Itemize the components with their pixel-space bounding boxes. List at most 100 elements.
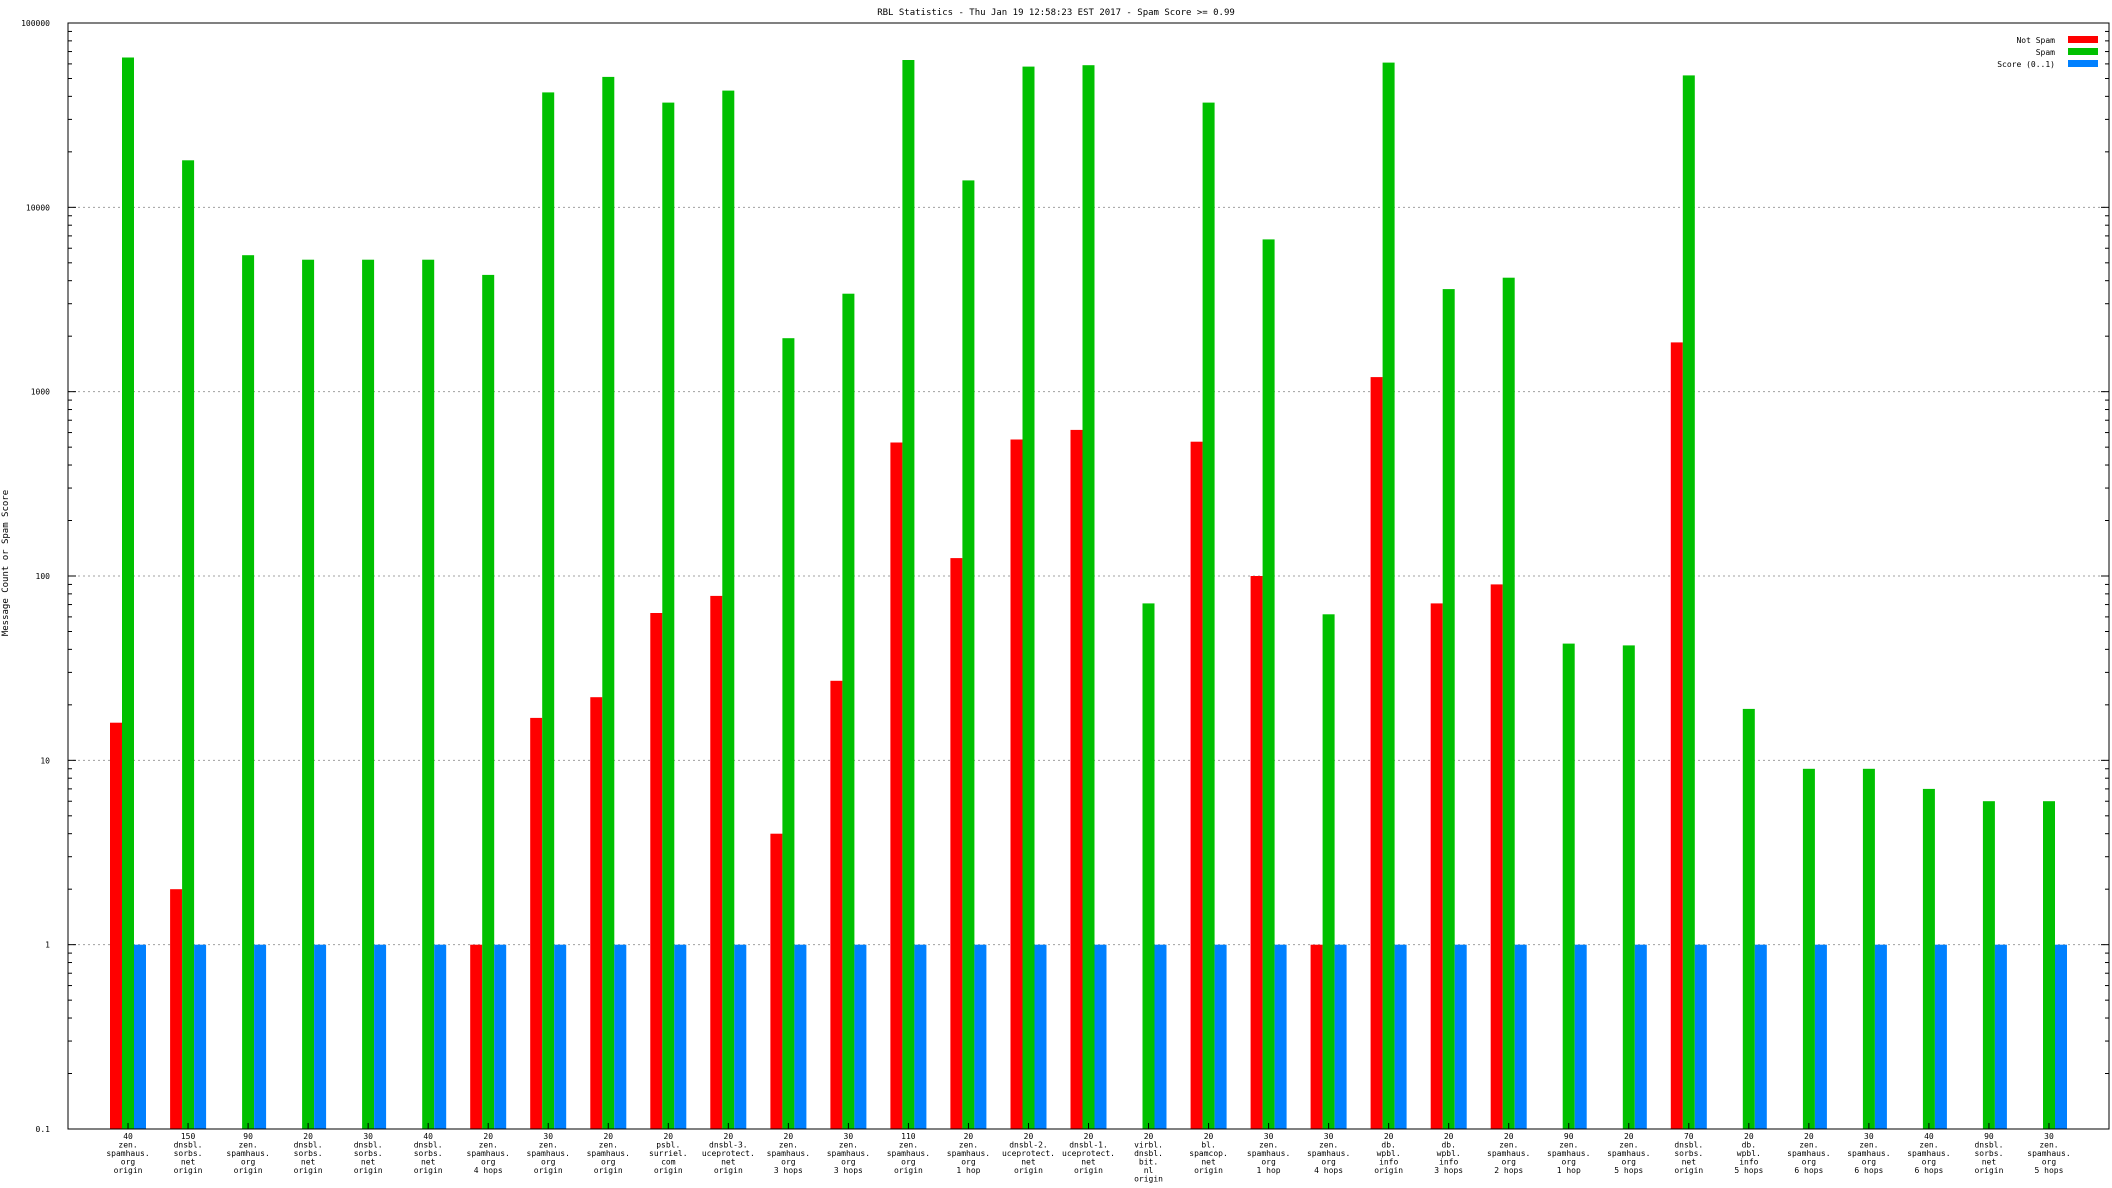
- bar-score-0-1: [734, 944, 747, 1129]
- bar-not-spam: [170, 889, 183, 1129]
- y-ticks: 0.1 1 10 100 1000 10000 100000: [21, 19, 2109, 1134]
- bar-spam: [1322, 614, 1335, 1129]
- x-tick-label: 20: [303, 1132, 313, 1141]
- x-tick-labels: 40zen.spamhaus.orgorigin150dnsbl.sorbs.n…: [106, 1132, 2070, 1184]
- x-tick-label: origin: [1134, 1175, 1163, 1184]
- legend-swatch: [2068, 60, 2098, 67]
- bar-spam: [902, 60, 915, 1129]
- x-tick-label: 1 hop: [1557, 1166, 1581, 1175]
- x-tick-label: origin: [414, 1166, 443, 1175]
- x-tick-label: db.: [1381, 1141, 1395, 1150]
- x-tick-label: origin: [1374, 1166, 1403, 1175]
- bar-not-spam: [1490, 584, 1503, 1129]
- x-tick-label: org: [841, 1158, 856, 1167]
- bar-score-0-1: [1634, 944, 1647, 1129]
- x-tick-label: net: [361, 1158, 376, 1167]
- x-tick-label: org: [1321, 1158, 1336, 1167]
- bar-score-0-1: [1154, 944, 1167, 1129]
- x-tick-label: spamhaus.: [1607, 1149, 1650, 1158]
- x-tick-label: 30: [1864, 1132, 1874, 1141]
- x-tick-label: net: [1201, 1158, 1216, 1167]
- x-tick-label: 20: [483, 1132, 493, 1141]
- bar-score-0-1: [974, 944, 987, 1129]
- x-tick-label: spamhaus.: [887, 1149, 930, 1158]
- x-tick-label: zen.: [1619, 1141, 1638, 1150]
- x-tick-label: 150: [181, 1132, 196, 1141]
- bar-score-0-1: [914, 944, 927, 1129]
- chart-title: RBL Statistics - Thu Jan 19 12:58:23 EST…: [877, 8, 1235, 18]
- x-tick-label: zen.: [1859, 1141, 1878, 1150]
- bar-not-spam: [950, 558, 963, 1129]
- x-tick-label: 40: [1924, 1132, 1934, 1141]
- bar-score-0-1: [1214, 944, 1227, 1129]
- bar-spam: [542, 92, 555, 1129]
- legend-label: Not Spam: [2016, 36, 2055, 45]
- x-tick-label: net: [181, 1158, 196, 1167]
- x-tick-label: 70: [1684, 1132, 1694, 1141]
- bar-score-0-1: [1994, 944, 2007, 1129]
- bar-score-0-1: [794, 944, 807, 1129]
- x-tick-label: net: [1021, 1158, 1036, 1167]
- x-tick-label: net: [1081, 1158, 1096, 1167]
- x-tick-label: origin: [1074, 1166, 1103, 1175]
- bar-not-spam: [1430, 603, 1443, 1129]
- x-tick-label: 40: [423, 1132, 433, 1141]
- bar-score-0-1: [854, 944, 867, 1129]
- x-tick-label: uceprotect.: [1062, 1149, 1115, 1158]
- x-tick-label: 20: [1444, 1132, 1454, 1141]
- x-tick-label: zen.: [1499, 1141, 1518, 1150]
- bar-spam: [1382, 62, 1395, 1130]
- x-tick-label: db.: [1742, 1141, 1756, 1150]
- bar-spam: [962, 180, 975, 1129]
- x-tick-label: spamhaus.: [1847, 1149, 1890, 1158]
- x-tick-label: spamhaus.: [1907, 1149, 1950, 1158]
- x-tick-label: wpbl.: [1377, 1149, 1401, 1158]
- x-tick-label: origin: [1974, 1166, 2003, 1175]
- x-tick-label: uceprotect.: [702, 1149, 755, 1158]
- x-tick-label: spamhaus.: [226, 1149, 269, 1158]
- x-tick-label: dnsbl.: [294, 1141, 323, 1150]
- x-tick-label: 30: [363, 1132, 373, 1141]
- x-tick-label: zen.: [1259, 1141, 1278, 1150]
- x-tick-label: 6 hops: [1854, 1166, 1883, 1175]
- x-tick-label: dnsbl-1.: [1069, 1141, 1108, 1150]
- x-tick-label: 3 hops: [834, 1166, 863, 1175]
- bar-score-0-1: [1514, 944, 1527, 1129]
- bar-score-0-1: [1094, 944, 1107, 1129]
- x-tick-label: 30: [844, 1132, 854, 1141]
- x-tick-label: zen.: [1559, 1141, 1578, 1150]
- bar-spam: [1682, 75, 1695, 1129]
- x-tick-label: 1 hop: [956, 1166, 980, 1175]
- bar-score-0-1: [1694, 944, 1707, 1129]
- x-tick-label: uceprotect.: [1002, 1149, 1055, 1158]
- x-tick-label: origin: [294, 1166, 323, 1175]
- x-tick-label: 20: [964, 1132, 974, 1141]
- bar-score-0-1: [1034, 944, 1047, 1129]
- x-tick-label: 20: [784, 1132, 794, 1141]
- bar-spam: [1142, 603, 1155, 1129]
- x-tick-label: spamhaus.: [1307, 1149, 1350, 1158]
- bar-score-0-1: [1394, 944, 1407, 1129]
- x-tick-label: org: [781, 1158, 796, 1167]
- x-tick-label: origin: [1674, 1166, 1703, 1175]
- x-tick-label: origin: [534, 1166, 563, 1175]
- x-tick-label: origin: [714, 1166, 743, 1175]
- bar-not-spam: [1670, 342, 1683, 1129]
- x-tick-label: origin: [894, 1166, 923, 1175]
- bar-not-spam: [830, 680, 843, 1129]
- bar-spam: [1622, 645, 1635, 1129]
- bar-spam: [782, 338, 795, 1129]
- bar-not-spam: [590, 697, 603, 1129]
- x-tick-label: 20: [603, 1132, 613, 1141]
- x-tick-label: zen.: [779, 1141, 798, 1150]
- bar-score-0-1: [374, 944, 387, 1129]
- bar-spam: [722, 90, 735, 1130]
- y-tick-label: 0.1: [36, 1125, 51, 1134]
- x-tick-label: dnsbl-3.: [709, 1141, 748, 1150]
- x-tick-label: spamhaus.: [1247, 1149, 1290, 1158]
- x-tick-label: spamhaus.: [827, 1149, 870, 1158]
- bar-not-spam: [770, 833, 783, 1129]
- bar-score-0-1: [434, 944, 447, 1129]
- bar-not-spam: [1190, 441, 1203, 1129]
